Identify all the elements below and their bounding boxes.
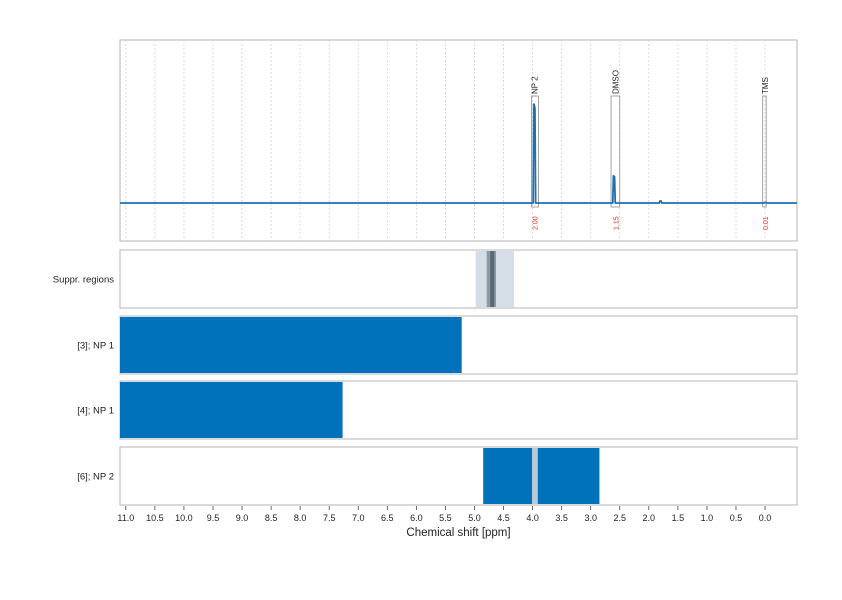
integral-value-dmso: 1.15 — [614, 216, 621, 230]
x-tick-label-8.5: 8.5 — [265, 513, 278, 523]
row-label-6-np-2: [6]; NP 2 — [77, 472, 114, 483]
x-tick-label-2.0: 2.0 — [643, 513, 656, 523]
x-tick-label-8.0: 8.0 — [294, 513, 307, 523]
region-bar-6-np-2-1 — [532, 448, 538, 504]
region-bar-3-np-1-0 — [120, 317, 462, 373]
x-tick-label-5.5: 5.5 — [439, 513, 452, 523]
row-label-3-np-1: [3]; NP 1 — [77, 341, 114, 352]
row-label-suppr-regions: Suppr. regions — [53, 275, 115, 286]
spectrum-panel: NP 2 2.00 DMSO 1.15 TMS 0.01 — [119, 39, 798, 242]
region-frame-6-np-2 — [119, 446, 798, 506]
x-tick-label-7.0: 7.0 — [352, 513, 365, 523]
integral-value-tms: 0.01 — [763, 216, 770, 230]
x-tick-label-6.0: 6.0 — [410, 513, 423, 523]
x-tick-label-1.5: 1.5 — [672, 513, 685, 523]
x-axis-label: Chemical shift [ppm] — [406, 527, 510, 539]
x-tick-label-9.0: 9.0 — [236, 513, 249, 523]
row-label-4-np-1: [4]; NP 1 — [77, 406, 114, 417]
annotation-label-np-2: NP 2 — [530, 76, 539, 94]
region-bar-suppr-regions-2 — [490, 251, 495, 307]
region-row-6-np-2: [6]; NP 2 — [77, 446, 798, 506]
x-tick-label-0.5: 0.5 — [730, 513, 743, 523]
x-tick-label-4.0: 4.0 — [526, 513, 539, 523]
x-tick-label-9.5: 9.5 — [207, 513, 220, 523]
x-tick-label-6.5: 6.5 — [381, 513, 394, 523]
x-tick-label-4.5: 4.5 — [497, 513, 510, 523]
region-frame-suppr-regions — [119, 249, 798, 309]
region-bar-4-np-1-0 — [120, 382, 343, 438]
spectrum-trace — [120, 103, 797, 204]
annotation-box-dmso — [610, 95, 621, 208]
x-tick-label-3.0: 3.0 — [584, 513, 597, 523]
x-axis: 11.0 10.5 10.0 9.5 9.0 8.5 8.0 7.5 7.0 6.5 6.0 5.5 5… — [117, 506, 771, 523]
annotation-box-np-2 — [531, 95, 539, 208]
integral-value-np-2: 2.00 — [532, 216, 539, 230]
x-tick-label-10.5: 10.5 — [146, 513, 164, 523]
x-tick-label-2.5: 2.5 — [614, 513, 627, 523]
region-row-3-np-1: [3]; NP 1 — [77, 315, 798, 375]
region-bar-6-np-2-0 — [483, 448, 600, 504]
annotation-box-tms — [762, 95, 767, 208]
x-tick-label-10.0: 10.0 — [175, 513, 193, 523]
region-row-suppr-regions: Suppr. regions — [53, 249, 798, 309]
spectrum-frame — [119, 39, 798, 242]
x-tick-label-11.0: 11.0 — [117, 513, 134, 523]
annotation-label-tms: TMS — [761, 77, 770, 94]
region-row-4-np-1: [4]; NP 1 — [77, 380, 798, 440]
x-tick-label-5.0: 5.0 — [468, 513, 481, 523]
x-tick-label-7.5: 7.5 — [323, 513, 336, 523]
x-tick-label-0.0: 0.0 — [759, 513, 772, 523]
region-panels: Suppr. regions [3]; NP 1 [4]; NP 1 [6]; NP … — [53, 249, 798, 506]
x-tick-label-3.5: 3.5 — [555, 513, 568, 523]
annotation-label-dmso: DMSO — [612, 70, 621, 94]
x-tick-label-1.0: 1.0 — [701, 513, 714, 523]
